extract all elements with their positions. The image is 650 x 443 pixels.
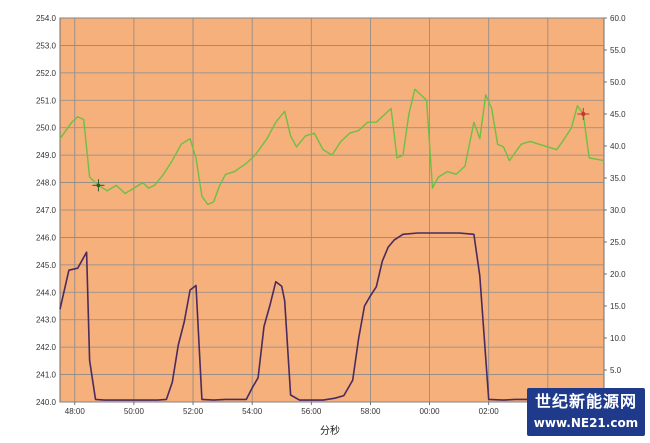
right-tick-label: 55.0 <box>610 46 626 55</box>
right-tick-label: 50.0 <box>610 78 626 87</box>
right-tick-label: 15.0 <box>610 302 626 311</box>
series-layer <box>59 88 605 401</box>
watermark-url: www.NE21.com <box>533 416 639 430</box>
left-tick-label: 254.0 <box>36 14 57 23</box>
series-line-voltage <box>59 88 605 206</box>
cursor-markers <box>92 108 590 192</box>
right-tick-label: 30.0 <box>610 206 626 215</box>
right-tick-label: 10.0 <box>610 334 626 343</box>
cursor-marker-start-dot <box>96 183 101 188</box>
right-tick-label: 45.0 <box>610 110 626 119</box>
left-tick-label: 253.0 <box>36 41 57 50</box>
x-axis-title: 分秒 <box>320 424 340 437</box>
x-axis-ticks: 48:00 50:00 52:00 54:00 56:00 58:00 00:00 02:00… <box>65 402 558 416</box>
left-tick-label: 246.0 <box>36 233 57 242</box>
x-tick-label: 48:00 <box>65 407 86 416</box>
right-axis-ticks: 0.05.010.015.020.025.030.035.040.045.050… <box>604 14 626 407</box>
left-tick-label: 245.0 <box>36 261 57 270</box>
left-tick-label: 248.0 <box>36 179 57 188</box>
left-tick-label: 243.0 <box>36 316 57 325</box>
left-tick-label: 252.0 <box>36 69 57 78</box>
left-tick-label: 241.0 <box>36 371 57 380</box>
cursor-marker-end-dot <box>581 111 586 117</box>
watermark-badge: 世纪新能源网 www.NE21.com <box>527 388 645 436</box>
right-tick-label: 35.0 <box>610 174 626 183</box>
x-tick-label: 50:00 <box>124 407 145 416</box>
left-tick-label: 247.0 <box>36 206 57 215</box>
watermark-name: 世纪新能源网 <box>534 392 637 411</box>
left-tick-label: 250.0 <box>36 124 57 133</box>
right-tick-label: 60.0 <box>610 14 626 23</box>
left-tick-label: 242.0 <box>36 343 57 352</box>
x-tick-label: 58:00 <box>360 407 381 416</box>
x-tick-label: 52:00 <box>183 407 204 416</box>
left-tick-label: 251.0 <box>36 96 57 105</box>
right-tick-label: 20.0 <box>610 270 626 279</box>
x-tick-label: 54:00 <box>242 407 263 416</box>
x-tick-label: 00:00 <box>420 407 441 416</box>
series-line-current <box>59 232 528 401</box>
right-tick-label: 5.0 <box>610 366 622 375</box>
left-tick-label: 240.0 <box>36 398 57 407</box>
x-tick-label: 02:00 <box>479 407 500 416</box>
left-tick-label: 244.0 <box>36 288 57 297</box>
x-tick-label: 56:00 <box>301 407 322 416</box>
left-tick-label: 249.0 <box>36 151 57 160</box>
right-tick-label: 25.0 <box>610 238 626 247</box>
right-tick-label: 40.0 <box>610 142 626 151</box>
left-axis-ticks: 240.0 241.0 242.0 243.0 244.0 245.0 246.0 247.0… <box>36 14 57 407</box>
